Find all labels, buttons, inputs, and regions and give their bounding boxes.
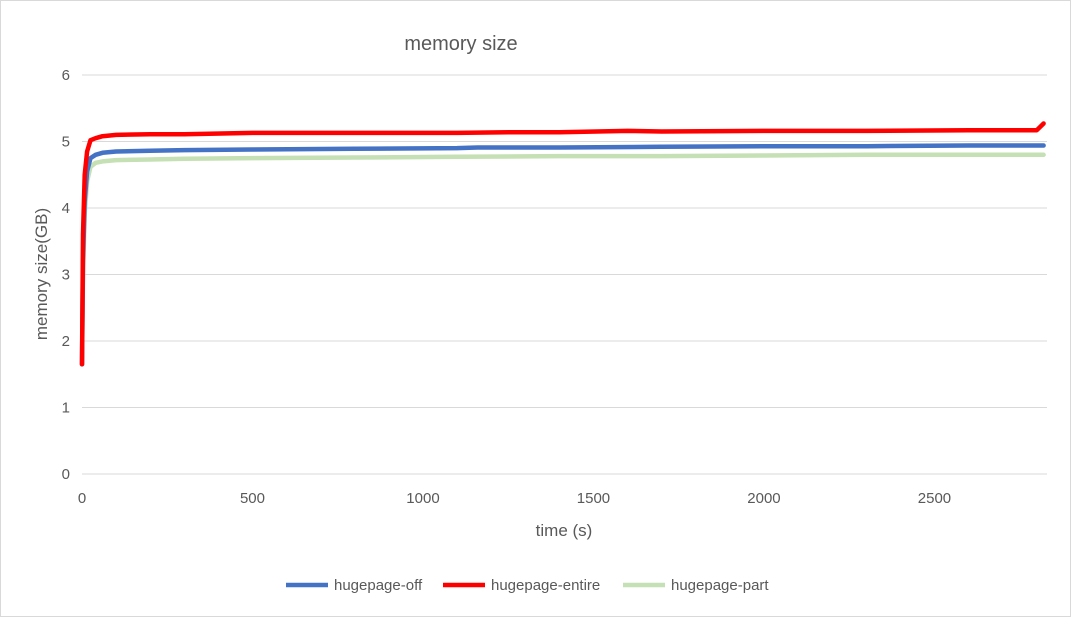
legend-label-hugepage-entire: hugepage-entire bbox=[491, 577, 600, 594]
series-line-hugepage-entire bbox=[79, 121, 1046, 367]
x-tick-label: 0 bbox=[78, 490, 86, 507]
series-lines bbox=[79, 121, 1046, 367]
chart-title: memory size bbox=[404, 33, 517, 55]
y-tick-label: 2 bbox=[62, 333, 70, 350]
series-line-hugepage-part bbox=[79, 152, 1046, 367]
legend-label-hugepage-off: hugepage-off bbox=[334, 577, 423, 594]
y-axis-title: memory size(GB) bbox=[32, 208, 51, 340]
legend: hugepage-off hugepage-entire hugepage-part bbox=[286, 577, 769, 594]
x-tick-label: 2500 bbox=[918, 490, 951, 507]
x-tick-label: 1000 bbox=[406, 490, 439, 507]
x-axis-title: time (s) bbox=[536, 521, 593, 540]
x-tick-label: 1500 bbox=[577, 490, 610, 507]
y-tick-label: 1 bbox=[62, 400, 70, 417]
series-line-hugepage-off bbox=[79, 143, 1046, 367]
x-tick-label: 500 bbox=[240, 490, 265, 507]
x-axis-ticks: 0 500 1000 1500 2000 2500 bbox=[78, 490, 951, 507]
y-tick-label: 0 bbox=[62, 466, 70, 483]
y-tick-label: 5 bbox=[62, 134, 70, 151]
y-tick-label: 4 bbox=[62, 200, 70, 217]
y-axis-ticks: 0 1 2 3 4 5 6 bbox=[62, 67, 70, 483]
x-tick-label: 2000 bbox=[747, 490, 780, 507]
gridlines bbox=[82, 74, 1047, 475]
legend-label-hugepage-part: hugepage-part bbox=[671, 577, 769, 594]
y-tick-label: 6 bbox=[62, 67, 70, 84]
y-tick-label: 3 bbox=[62, 267, 70, 284]
